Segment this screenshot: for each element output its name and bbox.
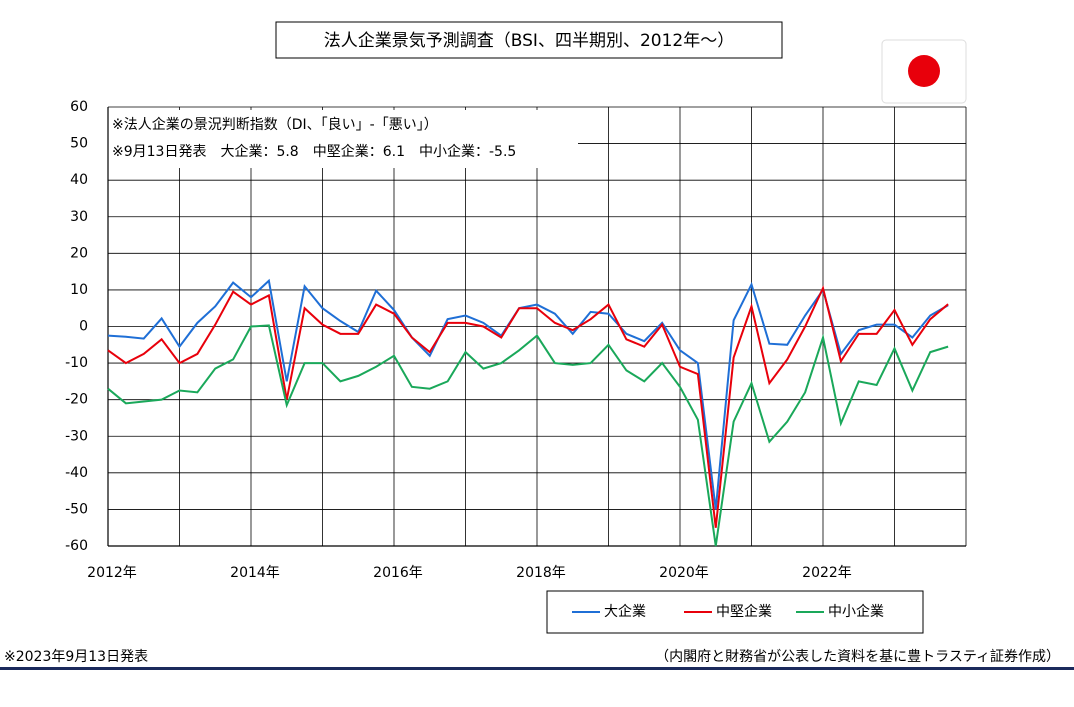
y-tick-label: -30 — [65, 428, 88, 444]
footer-left: ※2023年9月13日発表 — [4, 649, 148, 665]
y-tick-label: 20 — [70, 245, 88, 261]
y-tick-label: -10 — [65, 355, 88, 371]
annotation-bg — [108, 110, 578, 168]
x-tick-label: 2020年 — [659, 565, 709, 581]
series-line — [107, 324, 949, 547]
x-tick-label: 2022年 — [802, 565, 852, 581]
y-tick-label: 60 — [70, 99, 88, 115]
annotation: ※法人企業の景況判断指数（DI、「良い」-「悪い」） — [112, 116, 438, 133]
y-tick-label: -40 — [65, 465, 88, 481]
y-tick-label: 50 — [70, 136, 88, 152]
footer-rule — [0, 667, 1074, 670]
series-line — [107, 285, 949, 528]
legend-label: 中堅企業 — [716, 603, 772, 620]
x-tick-label: 2018年 — [516, 565, 566, 581]
y-tick-label: 0 — [79, 319, 88, 335]
x-tick-label: 2012年 — [87, 565, 137, 581]
y-tick-label: 10 — [70, 282, 88, 298]
y-tick-label: 30 — [70, 209, 88, 225]
title-box — [275, 21, 783, 59]
legend-label: 大企業 — [604, 603, 646, 620]
legend-label: 中小企業 — [828, 603, 884, 620]
x-tick-label: 2016年 — [373, 565, 423, 581]
footer-right: （内閣府と財務省が公表した資料を基に豊トラスティ証券作成） — [655, 648, 1060, 665]
grid — [107, 106, 967, 547]
annotation: ※9月13日発表 大企業：5.8 中堅企業：6.1 中小企業：-5.5 — [112, 143, 516, 160]
flag-sun — [908, 55, 940, 87]
y-tick-label: -60 — [65, 538, 88, 554]
series-line — [107, 278, 949, 510]
y-tick-label: -20 — [65, 392, 88, 408]
y-tick-label: -50 — [65, 501, 88, 517]
legend-box — [546, 590, 924, 634]
x-tick-label: 2014年 — [230, 565, 280, 581]
y-tick-label: 40 — [70, 172, 88, 188]
chart-title: 法人企業景気予測調査（BSI、四半期別、2012年～） — [324, 31, 734, 51]
